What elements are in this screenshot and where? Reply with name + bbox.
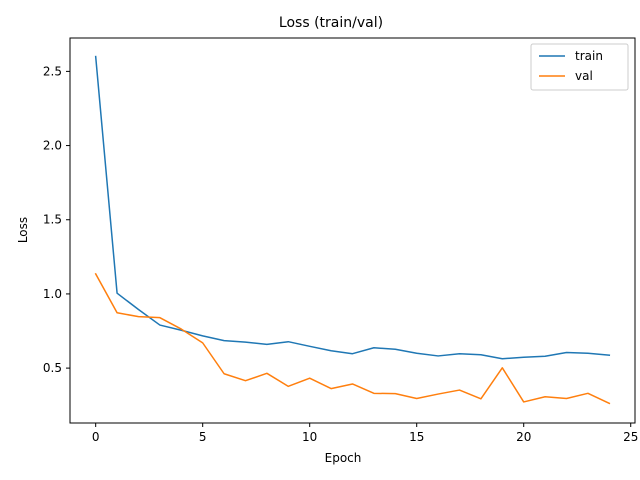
y-axis: 0.5 1.0 1.5 2.0 2.5 (43, 64, 70, 375)
x-tick-label: 25 (623, 430, 638, 444)
x-tick-label: 0 (92, 430, 100, 444)
series-line-val (94, 272, 611, 405)
y-axis-label: Loss (16, 217, 30, 243)
x-tick-label: 20 (516, 430, 531, 444)
series-lines (94, 55, 611, 405)
plot-area (69, 37, 636, 424)
y-tick-label: 1.5 (43, 213, 62, 227)
legend-label-val: val (575, 69, 593, 83)
x-tick-label: 5 (199, 430, 207, 444)
series-line-train (94, 55, 611, 360)
chart-title: Loss (train/val) (279, 15, 383, 31)
y-tick-label: 2.0 (43, 139, 62, 153)
x-axis: 0 5 10 15 20 25 (92, 423, 638, 444)
plot-frame (69, 37, 636, 424)
y-tick-label: 0.5 (43, 361, 62, 375)
x-axis-label: Epoch (325, 451, 362, 465)
legend: train val (530, 43, 629, 91)
legend-label-train: train (575, 49, 603, 63)
y-tick-label: 1.0 (43, 287, 62, 301)
x-tick-label: 10 (302, 430, 317, 444)
x-tick-label: 15 (409, 430, 424, 444)
y-tick-label: 2.5 (43, 64, 62, 78)
